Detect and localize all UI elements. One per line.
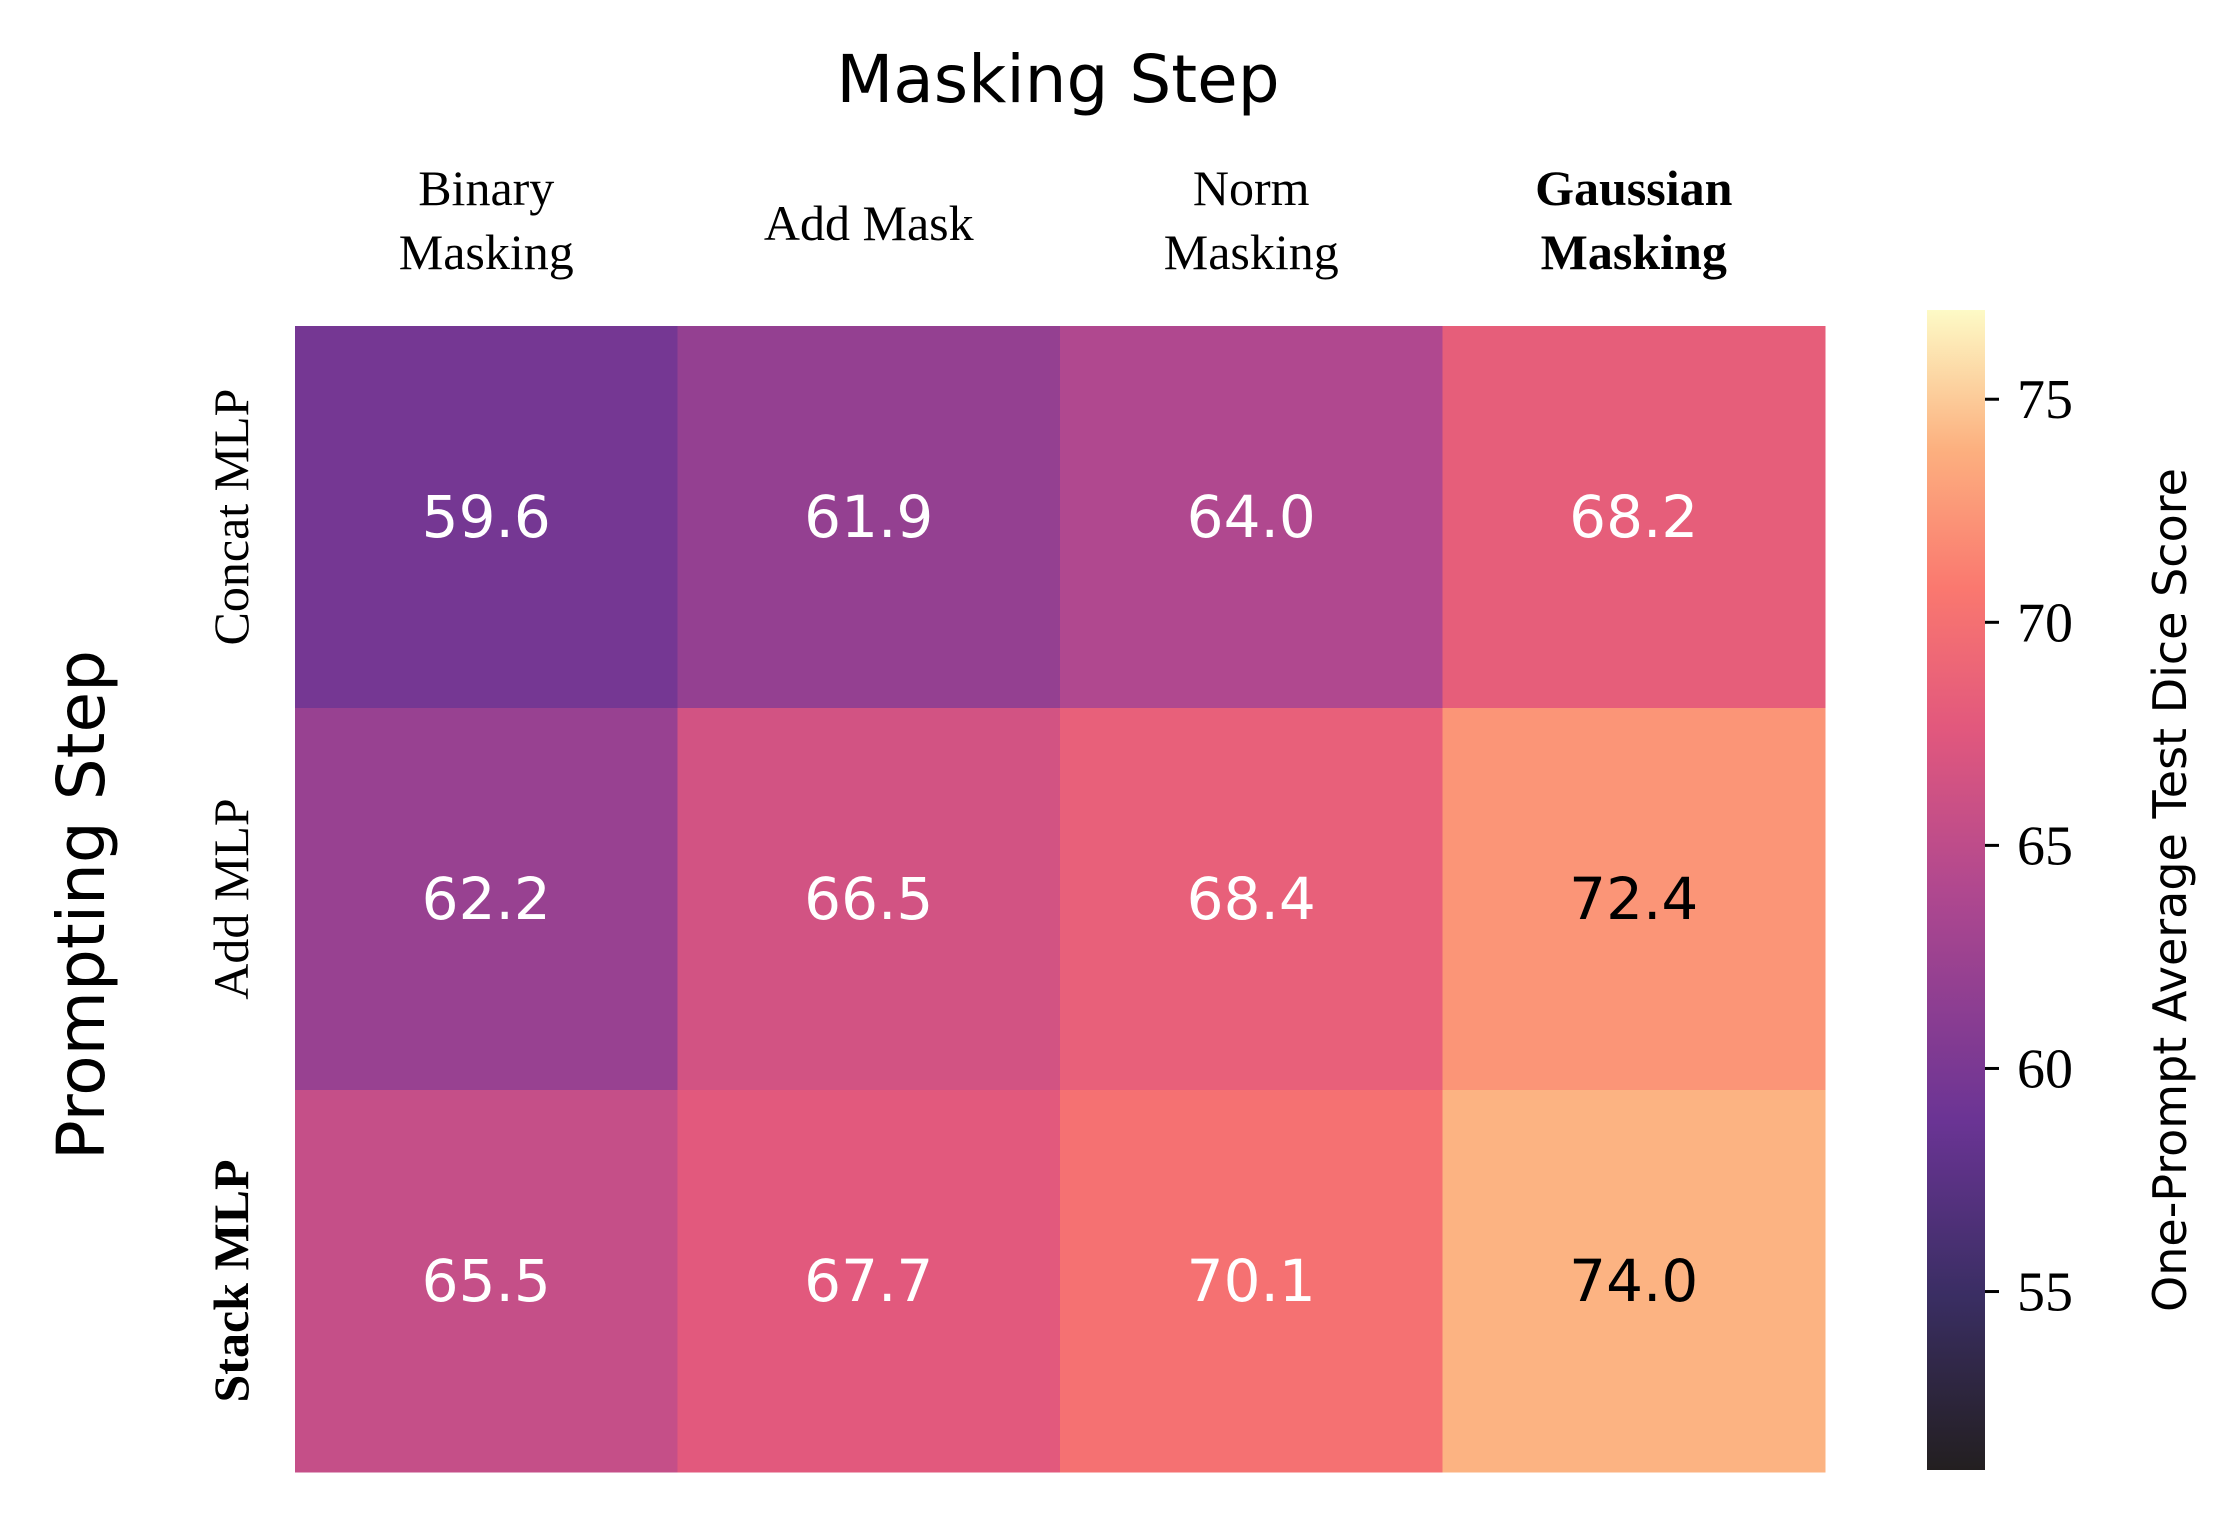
heatmap-cell-r0-c0: [295, 326, 678, 709]
colorbar-tick-label-75: 75: [2017, 369, 2073, 431]
row-label-1: Add MLP: [203, 798, 259, 999]
heatmap-cells: [295, 326, 1826, 1473]
y-axis-title: Prompting Step: [43, 650, 120, 1160]
heatmap-value-r1-c2: 68.4: [1187, 865, 1316, 933]
heatmap-value-r2-c2: 70.1: [1187, 1247, 1316, 1315]
heatmap-value-r0-c1: 61.9: [804, 483, 933, 551]
heatmap-value-r0-c0: 59.6: [422, 483, 551, 551]
colorbar-ticks: 55 60 65 70 75: [1985, 369, 2073, 1324]
colorbar-tick-label-55: 55: [2017, 1262, 2073, 1324]
column-label-1-line-0: Add Mask: [764, 195, 974, 251]
heatmap-value-r2-c0: 65.5: [422, 1247, 551, 1315]
heatmap-cell-r2-c0: [295, 1090, 678, 1473]
heatmap-cell-r2-c2: [1060, 1090, 1443, 1473]
heatmap-cell-r1-c0: [295, 708, 678, 1091]
column-label-0-line-0: Binary: [418, 160, 554, 216]
column-label-3-line-0: Gaussian: [1535, 160, 1733, 216]
heatmap-value-labels: 59.6 61.9 64.0 68.2 62.2 66.5 68.4 72.4 65.5 67.7…: [422, 483, 1699, 1315]
heatmap-cell-r0-c2: [1060, 326, 1443, 709]
row-label-0: Concat MLP: [203, 389, 259, 646]
heatmap-cell-r2-c1: [677, 1090, 1061, 1473]
heatmap-cell-r1-c1: [677, 708, 1061, 1091]
heatmap-cell-r1-c3: [1442, 708, 1826, 1091]
column-label-2-line-0: Norm: [1193, 160, 1310, 216]
heatmap-value-r0-c3: 68.2: [1569, 483, 1698, 551]
row-label-2: Stack MLP: [203, 1159, 259, 1402]
column-label-3-line-1: Masking: [1541, 224, 1727, 280]
heatmap-value-r1-c1: 66.5: [804, 865, 933, 933]
colorbar: [1927, 310, 1985, 1470]
heatmap-cell-r2-c3: [1442, 1090, 1826, 1473]
heatmap-value-r1-c3: 72.4: [1569, 865, 1698, 933]
column-labels: Binary Masking Add Mask Norm Masking Gaussian…: [399, 160, 1733, 280]
colorbar-label: One-Prompt Average Test Dice Score: [2143, 468, 2197, 1312]
column-label-0-line-1: Masking: [399, 224, 574, 280]
x-axis-title: Masking Step: [836, 41, 1279, 118]
heatmap-cell-r0-c1: [677, 326, 1061, 709]
heatmap-value-r1-c0: 62.2: [422, 865, 551, 933]
heatmap-cell-r1-c2: [1060, 708, 1443, 1091]
column-label-2-line-1: Masking: [1164, 224, 1339, 280]
heatmap-value-r2-c3: 74.0: [1569, 1247, 1698, 1315]
heatmap-value-r0-c2: 64.0: [1187, 483, 1316, 551]
colorbar-tick-label-70: 70: [2017, 592, 2073, 654]
row-labels: Concat MLP Add MLP Stack MLP: [203, 389, 259, 1403]
heatmap-value-r2-c1: 67.7: [804, 1247, 933, 1315]
colorbar-tick-label-60: 60: [2017, 1038, 2073, 1100]
heatmap-cell-r0-c3: [1442, 326, 1826, 709]
colorbar-tick-label-65: 65: [2017, 815, 2073, 877]
